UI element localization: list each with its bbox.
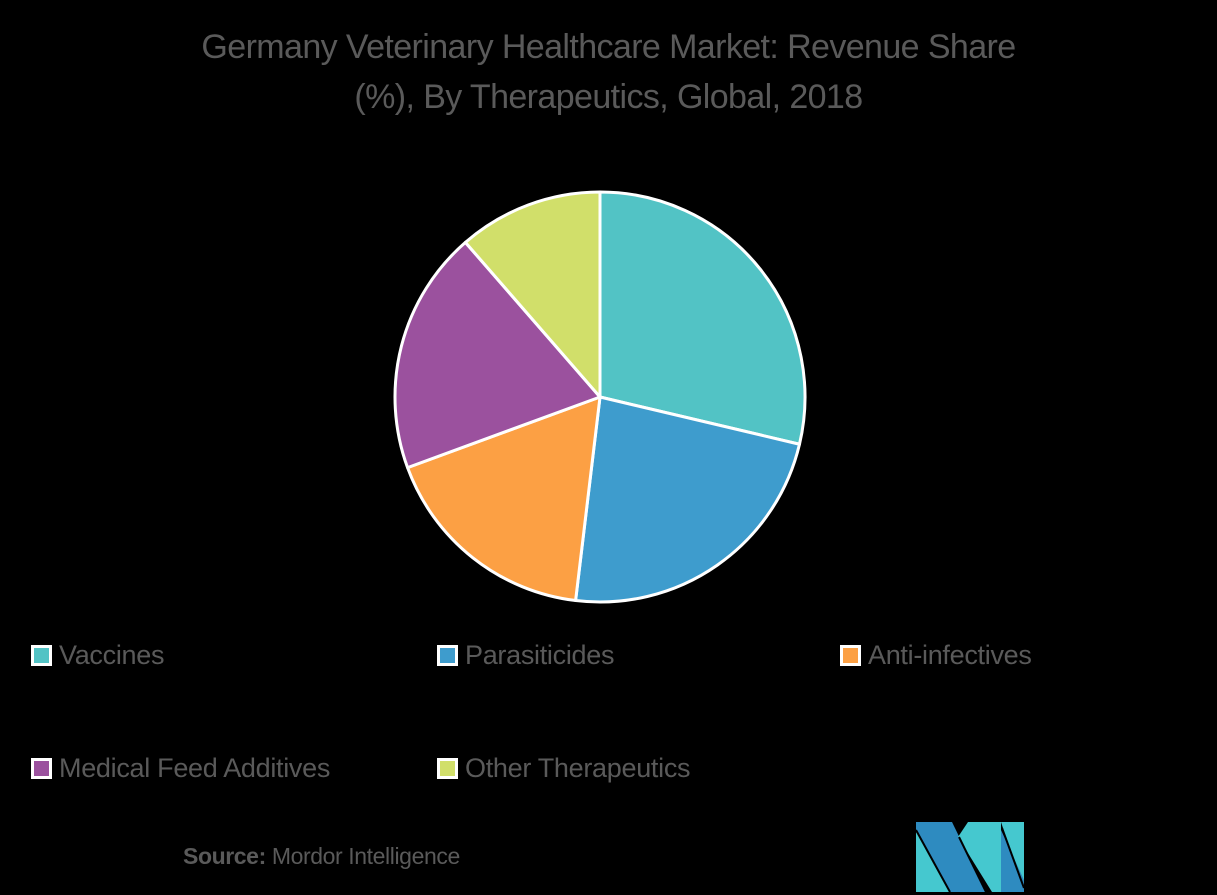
legend-label: Medical Feed Additives bbox=[59, 753, 331, 783]
pie-chart bbox=[393, 190, 807, 604]
source-prefix: Source: bbox=[183, 843, 266, 869]
chart-title: Germany Veterinary Healthcare Market: Re… bbox=[0, 22, 1217, 122]
chart-title-line-1: Germany Veterinary Healthcare Market: Re… bbox=[201, 28, 1016, 66]
mordor-intelligence-logo-icon bbox=[916, 822, 1024, 892]
pie-slice-medical-feed-additives bbox=[393, 240, 602, 470]
legend-swatch-anti-infectives bbox=[840, 645, 861, 666]
legend-item-vaccines: Vaccines bbox=[31, 640, 164, 671]
legend-label: Anti-infectives bbox=[868, 640, 1032, 670]
legend-item-anti-infectives: Anti-infectives bbox=[840, 640, 1032, 671]
legend-swatch-other-therapeutics bbox=[437, 758, 458, 779]
legend-item-other-therapeutics: Other Therapeutics bbox=[437, 753, 691, 784]
legend-item-medical-feed-additives: Medical Feed Additives bbox=[31, 753, 330, 784]
legend-label: Vaccines bbox=[59, 640, 165, 670]
pie-slice-anti-infectives bbox=[406, 395, 602, 603]
pie-slice-other-therapeutics bbox=[463, 190, 602, 399]
pie-slice-parasiticides bbox=[574, 395, 801, 604]
legend-item-parasiticides: Parasiticides bbox=[437, 640, 614, 671]
chart-title-line-2: (%), By Therapeutics, Global, 2018 bbox=[354, 78, 863, 116]
legend-swatch-medical-feed-additives bbox=[31, 758, 52, 779]
source-text: Mordor Intelligence bbox=[271, 843, 460, 869]
pie-slice-vaccines bbox=[598, 190, 807, 446]
legend-swatch-parasiticides bbox=[437, 645, 458, 666]
source-note: Source: Mordor Intelligence bbox=[183, 843, 460, 870]
legend-label: Other Therapeutics bbox=[465, 753, 691, 783]
legend-swatch-vaccines bbox=[31, 645, 52, 666]
legend-label: Parasiticides bbox=[465, 640, 615, 670]
